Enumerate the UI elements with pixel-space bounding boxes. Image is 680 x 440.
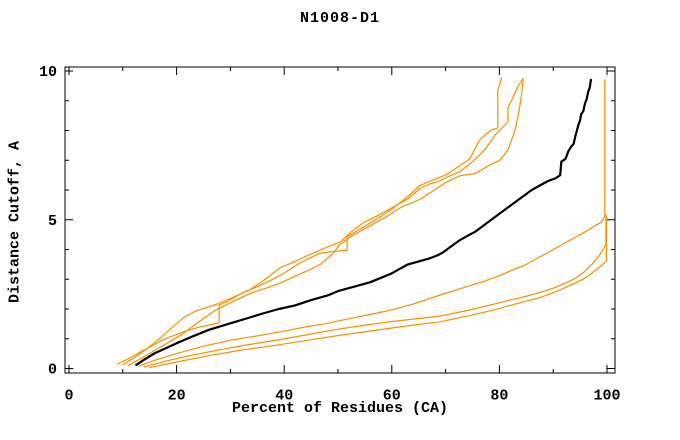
series-orange-curve-3 (127, 79, 524, 367)
x-tick-label: 60 (383, 388, 401, 405)
x-tick-label: 0 (64, 388, 73, 405)
series-orange-curve-2 (122, 77, 524, 366)
series-black-main-curve (135, 78, 593, 366)
series-orange-curve-4 (138, 79, 606, 367)
series-orange-curve-5 (143, 214, 607, 368)
y-tick-label: 0 (48, 362, 57, 379)
y-tick-label: 10 (39, 64, 57, 81)
series-orange-curve-1 (116, 77, 503, 365)
x-tick-label: 20 (168, 388, 186, 405)
plot-frame (64, 66, 616, 374)
x-axis-label: Percent of Residues (CA) (231, 400, 449, 417)
x-tick-label: 100 (593, 388, 620, 405)
x-tick-label: 40 (275, 388, 293, 405)
y-axis-label: Distance Cutoff, A (6, 140, 24, 304)
x-tick-label: 80 (490, 388, 508, 405)
series-orange-curve-6 (149, 216, 608, 369)
y-tick-label: 5 (48, 213, 57, 230)
chart-title: N1008-D1 (299, 10, 380, 27)
